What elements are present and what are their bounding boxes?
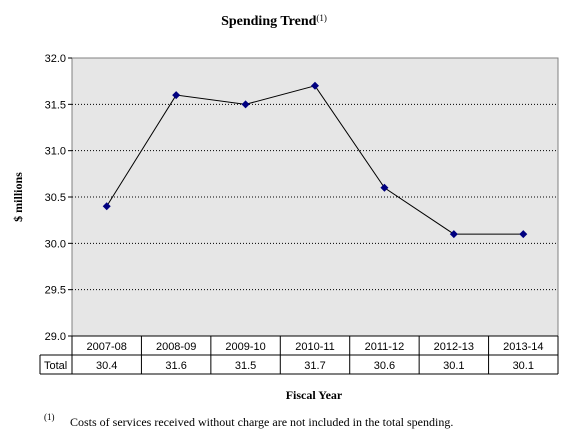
data-label-2012-13: 30.1 xyxy=(443,360,464,372)
table-series-name: Total xyxy=(44,360,67,372)
x-tick-label-2012-13: 2012-13 xyxy=(434,341,474,353)
data-point-2012-13 xyxy=(449,230,458,239)
data-point-2010-11 xyxy=(311,81,319,90)
series-line xyxy=(102,81,528,239)
data-point-2013-14 xyxy=(519,230,528,239)
y-tick-label-6: 32.0 xyxy=(45,53,66,65)
data-point-2007-08 xyxy=(102,202,111,211)
data-point-2011-12 xyxy=(380,183,389,192)
x-tick-label-2009-10: 2009-10 xyxy=(225,341,265,353)
x-tick-label-2013-14: 2013-14 xyxy=(503,341,543,353)
y-axis-label: $ millions xyxy=(11,172,25,222)
footnote-marker: (1) xyxy=(44,412,55,422)
y-tick-labels: 29.0 29.5 30.0 30.5 31.0 31.5 32.0 xyxy=(45,53,72,343)
data-point-2008-09 xyxy=(172,91,181,100)
x-tick-label-2007-08: 2007-08 xyxy=(87,341,127,353)
y-tick-label-0: 29.0 xyxy=(45,331,66,343)
y-tick-label-4: 31.0 xyxy=(45,146,66,158)
data-point-2009-10 xyxy=(241,100,250,109)
data-table: 2007-08 2008-09 2009-10 2010-11 2011-12 2012-… xyxy=(39,335,559,375)
x-tick-label-2008-09: 2008-09 xyxy=(156,341,196,353)
x-axis-label: Fiscal Year xyxy=(286,388,343,402)
data-label-2010-11: 31.7 xyxy=(304,360,325,372)
y-tick-label-5: 31.5 xyxy=(45,99,66,111)
y-tick-label-1: 29.5 xyxy=(45,285,66,297)
chart-title: Spending Trend(1) xyxy=(221,13,327,29)
data-label-2007-08: 30.4 xyxy=(96,360,117,372)
gridlines xyxy=(72,103,558,291)
x-tick-label-2010-11: 2010-11 xyxy=(295,341,335,353)
data-label-2009-10: 31.5 xyxy=(235,360,256,372)
data-label-2011-12: 30.6 xyxy=(374,360,395,372)
y-tick-label-2: 30.0 xyxy=(45,238,66,250)
data-label-2013-14: 30.1 xyxy=(513,360,534,372)
y-tick-label-3: 30.5 xyxy=(45,192,66,204)
x-tick-label-2011-12: 2011-12 xyxy=(365,341,405,353)
footnote-text: Costs of services received without charg… xyxy=(70,415,453,429)
data-label-2008-09: 31.6 xyxy=(165,360,186,372)
title-superscript: (1) xyxy=(316,13,327,23)
